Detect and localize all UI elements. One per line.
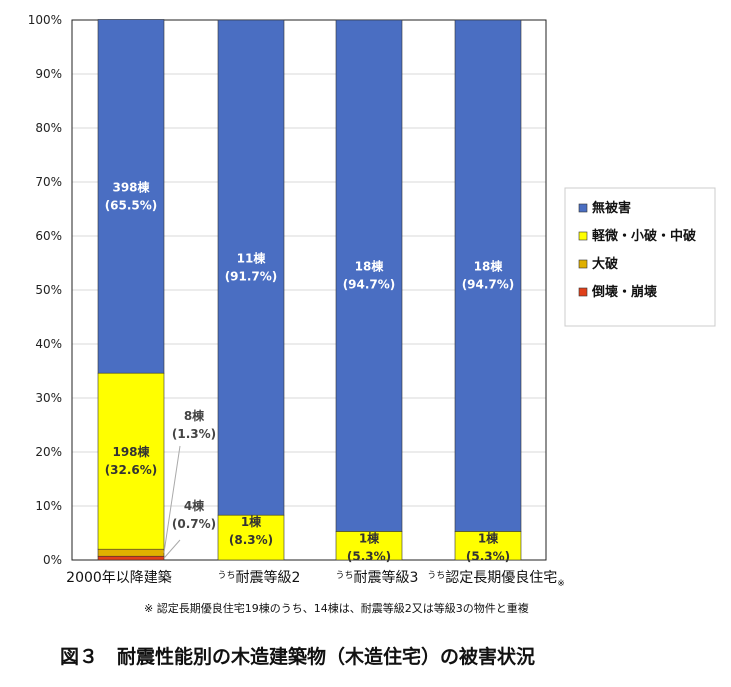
bar-segment xyxy=(454,531,522,561)
x-label-text: 耐震等級2 xyxy=(236,569,301,586)
y-tick-label: 30% xyxy=(35,391,62,405)
legend-label: 倒壊・崩壊 xyxy=(591,284,658,300)
x-label-suffix: ※ xyxy=(557,579,565,589)
y-tick-label: 60% xyxy=(35,229,62,243)
bar-segment xyxy=(217,19,285,516)
y-tick-label: 80% xyxy=(35,121,62,135)
callout-line xyxy=(163,445,181,553)
x-axis-label: 2000年以降建築 xyxy=(66,570,172,586)
data-label-count: 18棟 xyxy=(474,259,504,274)
bar-segment xyxy=(335,531,403,561)
y-tick-label: 40% xyxy=(35,337,62,351)
footnote: ※ 認定長期優良住宅19棟のうち、14棟は、耐震等級2又は等級3の物件と重複 xyxy=(144,601,529,615)
data-label-percent: (5.3%) xyxy=(347,549,391,563)
legend-frame xyxy=(564,187,716,327)
plot-area-frame xyxy=(71,19,547,561)
legend-swatch xyxy=(578,259,588,269)
data-label-count: 4棟 xyxy=(184,498,205,513)
bar-segment xyxy=(97,548,165,557)
y-tick-label: 50% xyxy=(35,283,62,297)
bar-segment xyxy=(454,19,522,532)
bar-segment xyxy=(97,555,165,561)
x-label-text: 認定長期優良住宅 xyxy=(445,570,557,586)
data-labels: 398棟 (65.5%) 198棟 (32.6%) 8棟 (1.3%) 4棟 (0.7%) 11… xyxy=(105,179,515,563)
data-label-count: 1棟 xyxy=(478,530,499,545)
y-axis-ticks: 0% 10% 20% 30% 40% 50% 60% 70% 80% 90% 100% xyxy=(28,13,62,567)
data-label-percent: (0.7%) xyxy=(172,517,216,531)
data-label-count: 8棟 xyxy=(184,408,205,423)
legend-swatch xyxy=(578,203,588,213)
data-label-count: 1棟 xyxy=(359,530,380,545)
data-label-count: 18棟 xyxy=(355,259,385,274)
x-label-text: 耐震等級3 xyxy=(354,569,419,586)
bar-segment xyxy=(335,19,403,532)
figure-caption: 図３ 耐震性能別の木造建築物（木造住宅）の被害状況 xyxy=(60,645,535,668)
x-label-prefix: うち xyxy=(427,570,445,581)
data-label-percent: (91.7%) xyxy=(225,270,278,284)
callout-line xyxy=(163,539,181,559)
y-tick-label: 100% xyxy=(28,13,62,27)
data-label-count: 11棟 xyxy=(237,251,267,266)
legend-label: 軽微・小破・中破 xyxy=(592,228,696,244)
y-tick-label: 90% xyxy=(35,67,62,81)
x-label-prefix: うち xyxy=(218,570,236,581)
data-label-percent: (65.5%) xyxy=(105,198,158,212)
y-tick-label: 20% xyxy=(35,445,62,459)
legend-swatch xyxy=(578,287,588,297)
data-label-percent: (5.3%) xyxy=(466,549,510,563)
bar-segment xyxy=(97,19,165,374)
data-label-percent: (32.6%) xyxy=(105,463,158,477)
x-label-text: 2000年以降建築 xyxy=(66,570,172,586)
x-axis-label: うち耐震等級3 xyxy=(336,569,419,586)
data-label-count: 398棟 xyxy=(112,179,150,194)
data-label-percent: (1.3%) xyxy=(172,427,216,441)
legend-label: 大破 xyxy=(592,256,618,272)
data-label-count: 198棟 xyxy=(112,444,150,459)
y-tick-label: 10% xyxy=(35,499,62,513)
x-label-prefix: うち xyxy=(336,570,354,581)
x-axis-labels: 2000年以降建築 うち耐震等級2 うち耐震等級3 うち認定長期優良住宅※ xyxy=(66,569,565,589)
data-label-percent: (94.7%) xyxy=(343,278,396,292)
y-tick-label: 70% xyxy=(35,175,62,189)
bars xyxy=(97,19,522,561)
x-axis-label: うち認定長期優良住宅※ xyxy=(427,570,565,589)
legend-label: 無被害 xyxy=(592,200,631,216)
x-axis-label: うち耐震等級2 xyxy=(218,569,301,586)
y-tick-label: 0% xyxy=(43,553,62,567)
data-label-count: 1棟 xyxy=(241,514,262,529)
bar-segment xyxy=(97,372,165,550)
legend-swatch xyxy=(578,231,588,241)
data-label-percent: (8.3%) xyxy=(229,533,273,547)
data-label-percent: (94.7%) xyxy=(462,278,515,292)
